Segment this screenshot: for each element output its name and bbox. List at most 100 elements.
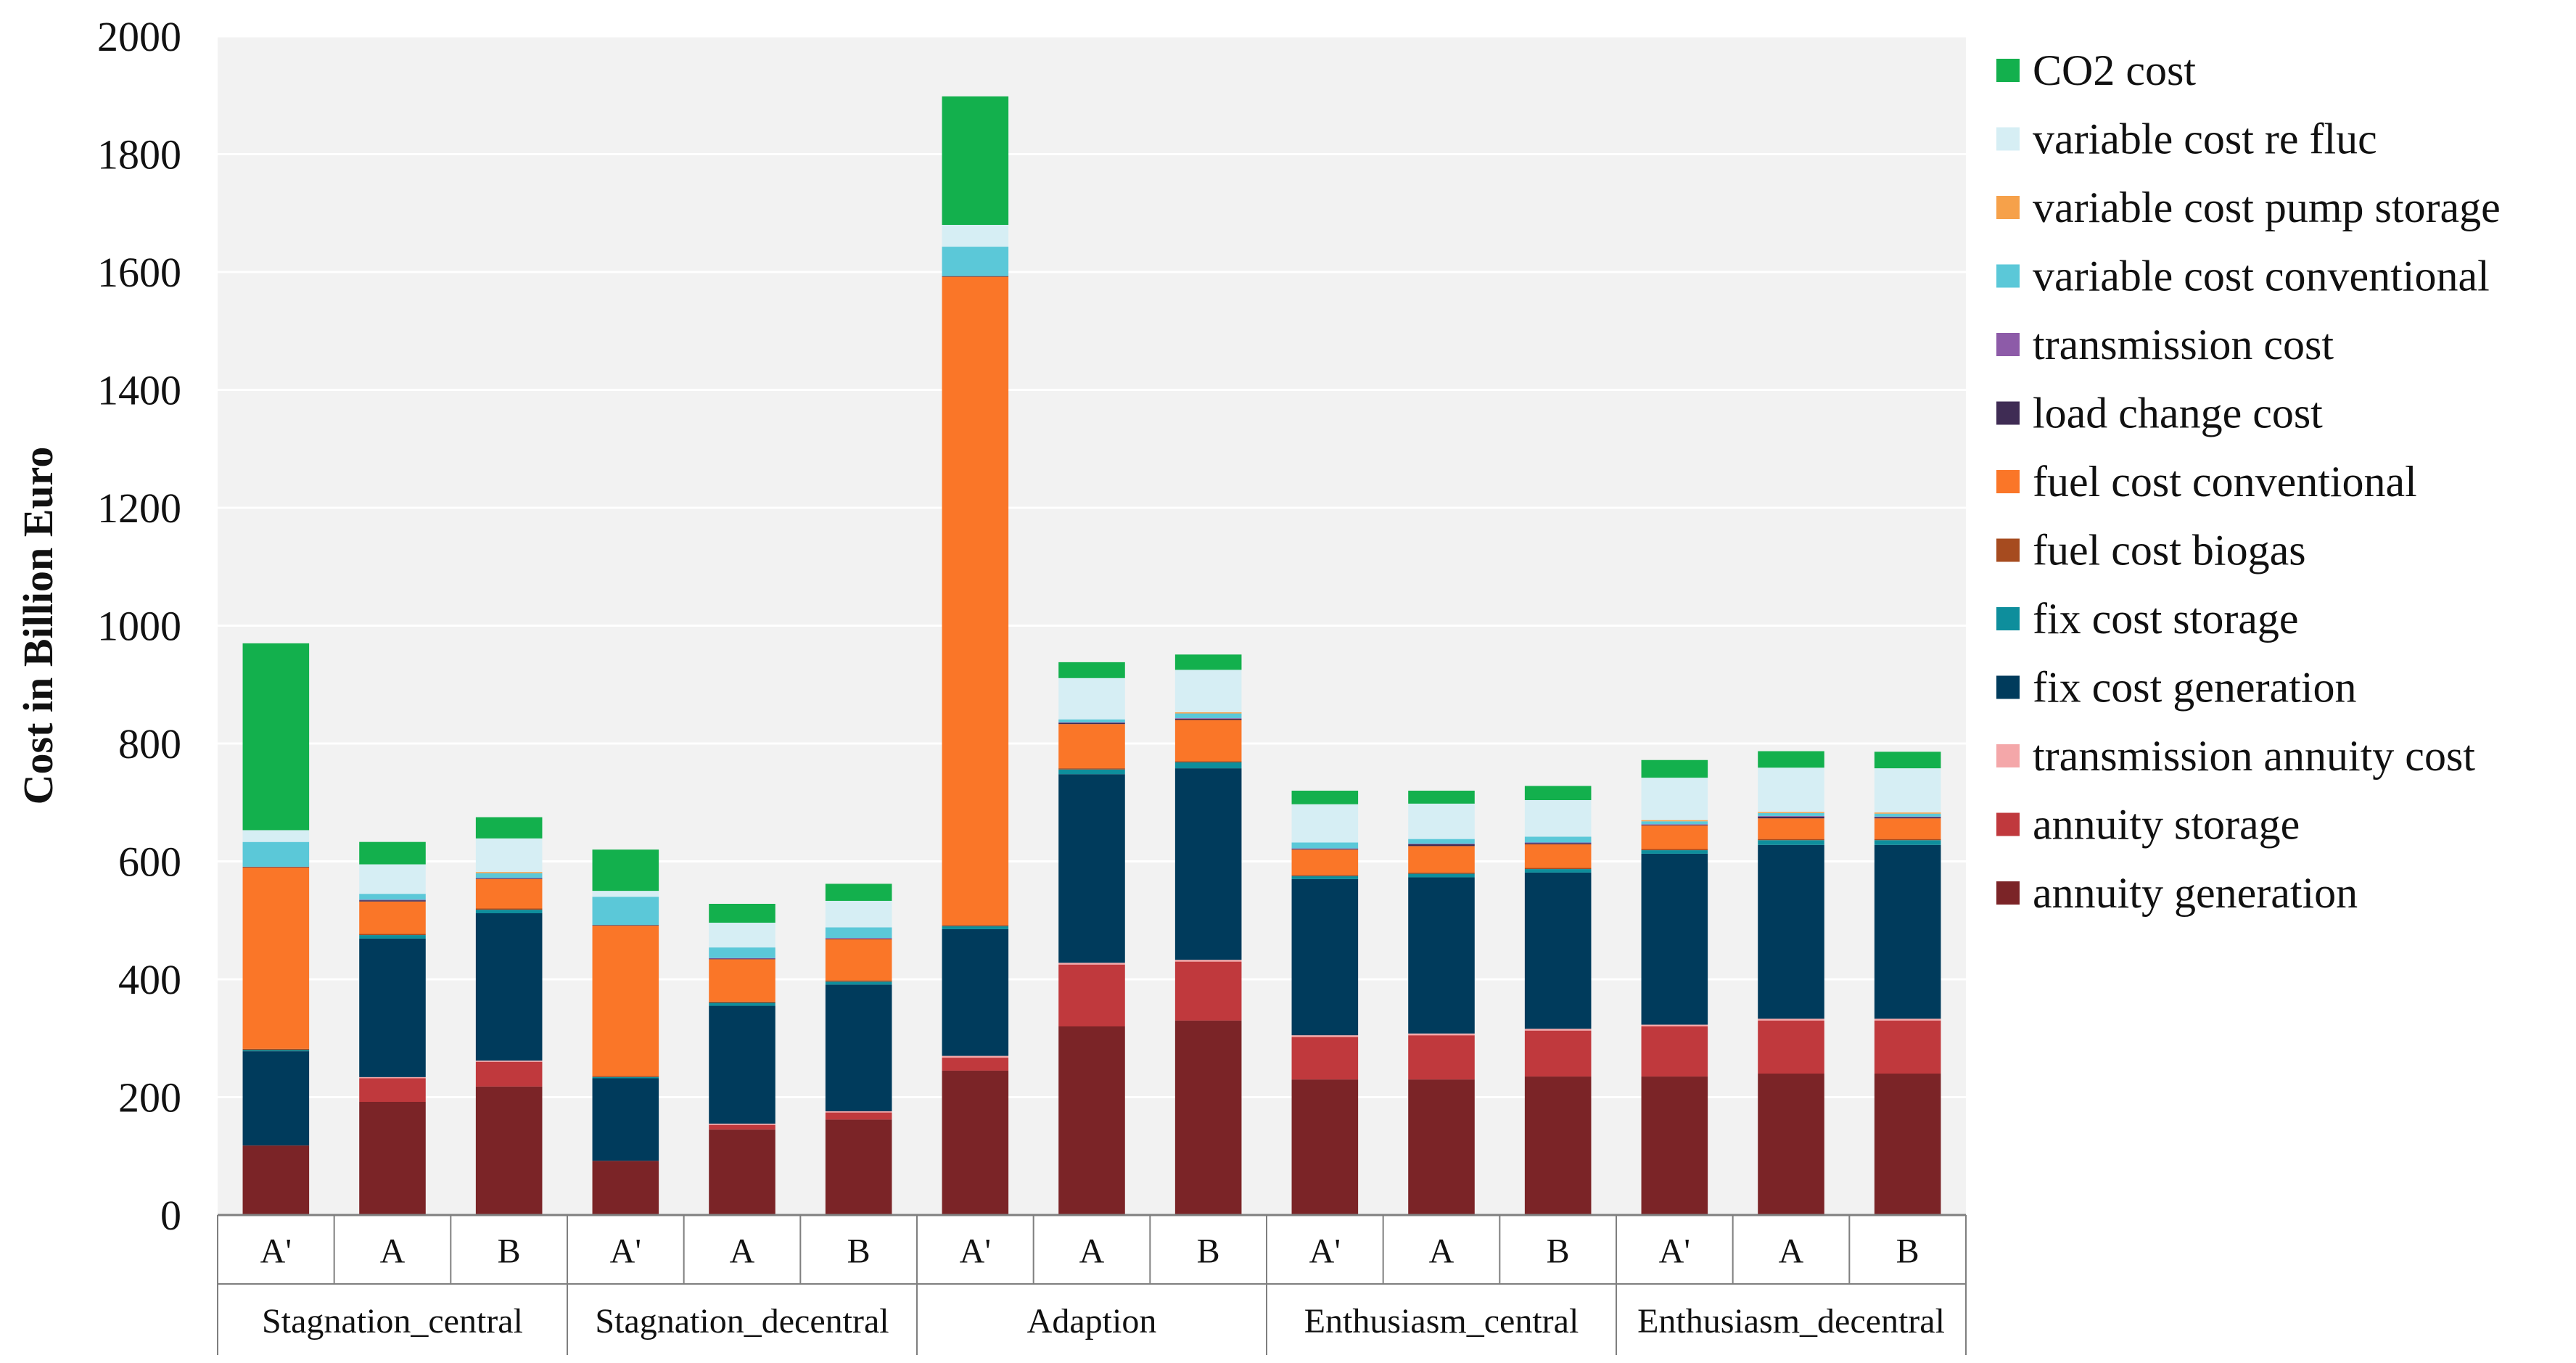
bar-segment-variable-cost-re-fluc-enthusiasm-decentral-1 [1758, 767, 1824, 812]
bar-segment-load-change-cost-enthusiasm-decentral-1 [1758, 816, 1824, 819]
legend-label-load-change-cost: load change cost [2033, 390, 2323, 437]
bar-segment-variable-cost-conventional-stagnation-decentral-1 [709, 947, 775, 958]
legend-swatch-fix-cost-storage [1996, 607, 2020, 630]
bar-segment-annuity-generation-stagnation-decentral-2 [825, 1119, 892, 1215]
legend-swatch-transmission-annuity-cost [1996, 744, 2020, 767]
bar-segment-co2-cost-stagnation-decentral-1 [709, 904, 775, 923]
bar-segment-transmission-annuity-cost-enthusiasm-central-2 [1524, 1029, 1592, 1031]
bar-segment-fuel-cost-biogas-stagnation-central-2 [475, 908, 543, 910]
bar-segment-variable-cost-re-fluc-stagnation-decentral-1 [709, 923, 775, 948]
bar-segment-fuel-cost-biogas-adaption-0 [942, 925, 1009, 926]
bar-segment-fix-cost-storage-enthusiasm-decentral-0 [1641, 850, 1708, 854]
bar-segment-annuity-storage-stagnation-central-1 [359, 1078, 426, 1102]
bar-segment-load-change-cost-adaption-2 [1174, 718, 1242, 720]
bar-segment-annuity-generation-enthusiasm-decentral-1 [1758, 1074, 1824, 1215]
x-group-label-adaption: Adaption [1027, 1302, 1157, 1341]
bar-segment-co2-cost-stagnation-decentral-2 [825, 884, 892, 901]
bar-segment-variable-cost-conventional-enthusiasm-decentral-2 [1874, 813, 1941, 817]
bar-segment-variable-cost-re-fluc-enthusiasm-decentral-2 [1874, 768, 1941, 813]
bar-segment-co2-cost-stagnation-decentral-0 [592, 849, 659, 891]
bar-segment-annuity-storage-adaption-1 [1058, 964, 1125, 1026]
bar-segment-fuel-cost-conventional-adaption-2 [1174, 720, 1242, 762]
x-category-label-stagnation-central-2: B [498, 1232, 521, 1271]
bar-segment-fix-cost-storage-stagnation-decentral-1 [709, 1002, 775, 1006]
bar-segment-variable-cost-conventional-stagnation-decentral-2 [825, 927, 892, 939]
bar-segment-fix-cost-generation-stagnation-decentral-2 [825, 984, 892, 1111]
bar-segment-variable-cost-conventional-stagnation-central-1 [359, 894, 426, 900]
bar-segment-fuel-cost-biogas-enthusiasm-central-2 [1524, 868, 1592, 870]
bar-segment-co2-cost-enthusiasm-central-0 [1291, 791, 1359, 804]
y-tick-label-200: 200 [118, 1074, 181, 1121]
bar-segment-annuity-generation-enthusiasm-decentral-2 [1874, 1074, 1941, 1215]
bar-segment-variable-cost-conventional-enthusiasm-central-2 [1524, 836, 1592, 843]
bar-segment-variable-cost-pump-storage-enthusiasm-decentral-1 [1758, 812, 1824, 813]
y-tick-label-1800: 1800 [97, 131, 181, 178]
bar-segment-load-change-cost-stagnation-decentral-1 [709, 958, 775, 960]
bar-segment-annuity-generation-stagnation-decentral-0 [592, 1161, 659, 1215]
bar-segment-fix-cost-generation-adaption-2 [1174, 768, 1242, 960]
bar-segment-transmission-cost-stagnation-central-1 [359, 899, 426, 901]
bar-segment-fuel-cost-biogas-stagnation-central-0 [242, 1048, 310, 1050]
bar-segment-transmission-cost-adaption-1 [1058, 722, 1125, 723]
bar-segment-fix-cost-storage-enthusiasm-central-0 [1291, 876, 1359, 879]
y-tick-label-0: 0 [160, 1192, 181, 1239]
legend-label-variable-cost-conventional: variable cost conventional [2033, 252, 2490, 300]
bar-segment-fuel-cost-conventional-enthusiasm-decentral-0 [1641, 825, 1708, 849]
bar-segment-fix-cost-generation-stagnation-decentral-0 [592, 1078, 659, 1161]
legend-swatch-annuity-generation [1996, 881, 2020, 905]
y-tick-label-1000: 1000 [97, 603, 181, 650]
bar-segment-variable-cost-conventional-enthusiasm-decentral-0 [1641, 821, 1708, 825]
bar-segment-variable-cost-conventional-stagnation-central-0 [242, 841, 310, 867]
bar-segment-annuity-generation-stagnation-central-2 [475, 1086, 543, 1215]
bar-segment-load-change-cost-stagnation-central-0 [242, 866, 310, 868]
bar-segment-transmission-cost-enthusiasm-decentral-1 [1758, 815, 1824, 817]
bar-segment-co2-cost-stagnation-central-2 [475, 817, 543, 839]
bar-segment-transmission-cost-enthusiasm-decentral-0 [1641, 824, 1708, 825]
bar-segment-annuity-generation-enthusiasm-central-0 [1291, 1079, 1359, 1215]
bar-segment-fix-cost-generation-enthusiasm-decentral-1 [1758, 844, 1824, 1019]
legend-swatch-fix-cost-generation [1996, 675, 2020, 699]
x-category-label-adaption-2: B [1197, 1232, 1220, 1271]
bar-segment-fix-cost-generation-enthusiasm-central-1 [1408, 877, 1475, 1034]
y-tick-label-1400: 1400 [97, 367, 181, 414]
bar-segment-variable-cost-re-fluc-enthusiasm-central-0 [1291, 804, 1359, 843]
bar-segment-transmission-annuity-cost-stagnation-central-1 [359, 1076, 426, 1079]
bar-segment-transmission-annuity-cost-enthusiasm-central-0 [1291, 1035, 1359, 1037]
bar-segment-co2-cost-enthusiasm-central-2 [1524, 786, 1592, 800]
bar-segment-fuel-cost-biogas-enthusiasm-decentral-0 [1641, 849, 1708, 851]
bar-segment-transmission-cost-stagnation-decentral-1 [709, 958, 775, 959]
bar-segment-fuel-cost-conventional-enthusiasm-central-2 [1524, 844, 1592, 868]
bar-segment-fuel-cost-biogas-stagnation-central-1 [359, 934, 426, 936]
bar-segment-variable-cost-pump-storage-stagnation-central-2 [475, 872, 543, 873]
x-category-label-stagnation-decentral-2: B [847, 1232, 871, 1271]
legend-swatch-variable-cost-pump-storage [1996, 196, 2020, 219]
bar-segment-variable-cost-conventional-adaption-0 [942, 247, 1009, 276]
bar-segment-variable-cost-re-fluc-adaption-2 [1174, 670, 1242, 712]
legend-label-variable-cost-re-fluc: variable cost re fluc [2033, 115, 2377, 163]
bar-segment-variable-cost-conventional-stagnation-decentral-0 [592, 897, 659, 926]
x-category-label-stagnation-decentral-1: A [730, 1232, 755, 1271]
bar-segment-annuity-generation-stagnation-central-0 [242, 1145, 310, 1215]
bar-segment-variable-cost-re-fluc-enthusiasm-central-1 [1408, 803, 1475, 839]
bar-segment-fuel-cost-conventional-enthusiasm-central-1 [1408, 846, 1475, 873]
bar-segment-load-change-cost-adaption-0 [942, 276, 1009, 277]
x-category-label-stagnation-central-1: A [380, 1232, 406, 1271]
bar-segment-fix-cost-storage-stagnation-decentral-2 [825, 981, 892, 985]
y-tick-label-400: 400 [118, 956, 181, 1003]
bar-segment-variable-cost-conventional-enthusiasm-central-1 [1408, 839, 1475, 844]
legend-swatch-fuel-cost-conventional [1996, 470, 2020, 493]
bar-segment-fuel-cost-conventional-enthusiasm-decentral-1 [1758, 818, 1824, 839]
bar-segment-fuel-cost-conventional-adaption-0 [942, 276, 1009, 926]
bar-segment-fuel-cost-biogas-enthusiasm-central-1 [1408, 872, 1475, 874]
bar-segment-annuity-storage-adaption-0 [942, 1058, 1009, 1071]
x-group-label-enthusiasm-central: Enthusiasm_central [1304, 1302, 1579, 1341]
bar-segment-transmission-annuity-cost-adaption-1 [1058, 963, 1125, 965]
bar-segment-variable-cost-re-fluc-adaption-0 [942, 225, 1009, 247]
bar-segment-fix-cost-generation-stagnation-central-1 [359, 938, 426, 1077]
legend-swatch-variable-cost-conventional [1996, 264, 2020, 288]
legend-swatch-annuity-storage [1996, 812, 2020, 836]
bar-segment-variable-cost-re-fluc-enthusiasm-decentral-0 [1641, 778, 1708, 820]
bar-segment-fuel-cost-biogas-adaption-2 [1174, 761, 1242, 762]
legend-label-transmission-annuity-cost: transmission annuity cost [2033, 732, 2475, 780]
